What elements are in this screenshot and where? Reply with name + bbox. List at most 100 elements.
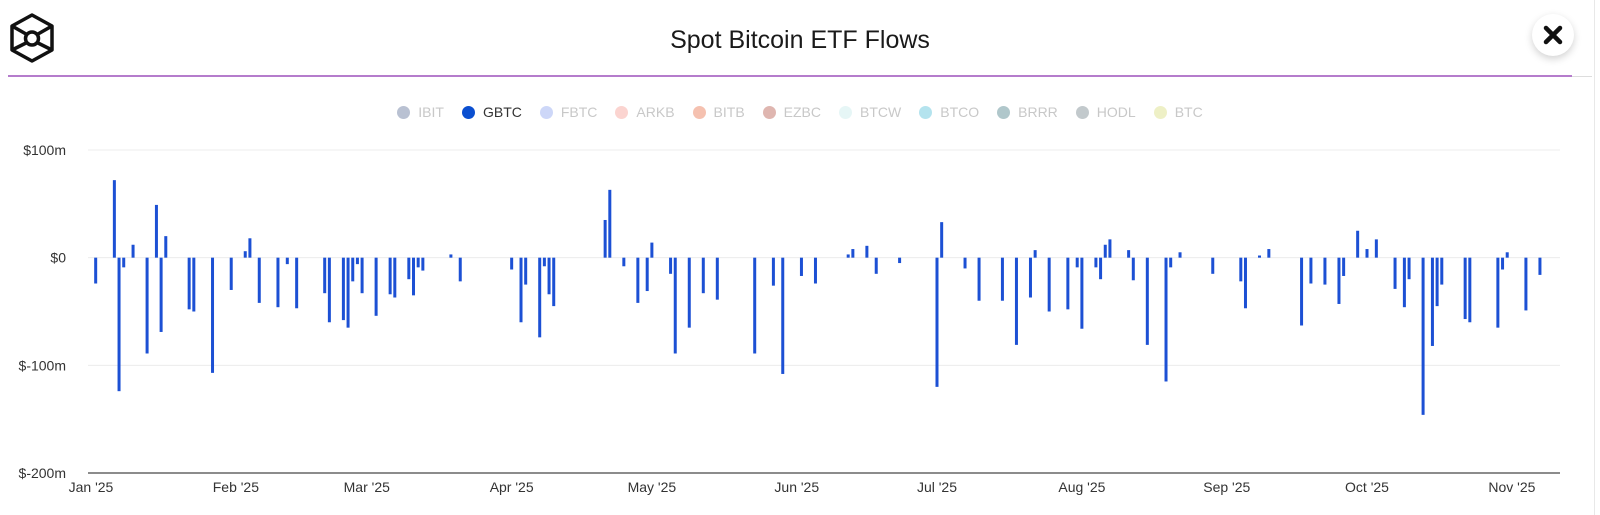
bar-gbtc-2025-08-15[interactable] bbox=[1145, 257, 1149, 345]
bar-gbtc-2025-08-04[interactable] bbox=[1094, 257, 1098, 268]
bar-gbtc-2025-02-20[interactable] bbox=[323, 257, 327, 294]
bar-gbtc-2025-09-26[interactable] bbox=[1342, 257, 1346, 276]
bar-gbtc-2025-05-27[interactable] bbox=[771, 257, 775, 286]
bar-gbtc-2025-09-29[interactable] bbox=[1356, 230, 1360, 258]
bar-gbtc-2025-05-23[interactable] bbox=[753, 257, 757, 354]
bar-gbtc-2025-08-22[interactable] bbox=[1178, 252, 1182, 258]
legend-item-ibit[interactable]: IBIT bbox=[397, 104, 444, 120]
bar-gbtc-2025-07-31[interactable] bbox=[1075, 257, 1079, 268]
bar-gbtc-2025-09-22[interactable] bbox=[1323, 257, 1327, 285]
bar-gbtc-2025-02-12[interactable] bbox=[285, 257, 289, 265]
bar-gbtc-2025-10-09[interactable] bbox=[1402, 257, 1406, 308]
bar-gbtc-2025-02-06[interactable] bbox=[257, 257, 261, 303]
bar-gbtc-2025-10-17[interactable] bbox=[1440, 257, 1444, 285]
bar-gbtc-2025-05-12[interactable] bbox=[701, 257, 705, 294]
bar-gbtc-2025-10-30[interactable] bbox=[1501, 257, 1505, 270]
bar-gbtc-2025-05-06[interactable] bbox=[673, 257, 677, 354]
bar-gbtc-2025-03-07[interactable] bbox=[393, 257, 397, 298]
bar-gbtc-2025-02-14[interactable] bbox=[295, 257, 299, 309]
bar-gbtc-2025-01-22[interactable] bbox=[187, 257, 191, 310]
bar-gbtc-2025-07-22[interactable] bbox=[1033, 250, 1037, 258]
bar-gbtc-2025-06-16[interactable] bbox=[865, 245, 869, 258]
bar-gbtc-2025-06-05[interactable] bbox=[813, 257, 817, 284]
bar-gbtc-2025-11-04[interactable] bbox=[1524, 257, 1528, 311]
close-button[interactable] bbox=[1532, 14, 1574, 56]
bar-gbtc-2025-04-28[interactable] bbox=[636, 257, 640, 303]
bar-gbtc-2025-08-07[interactable] bbox=[1108, 239, 1112, 258]
bar-gbtc-2025-02-10[interactable] bbox=[276, 257, 280, 308]
bar-gbtc-2025-04-07[interactable] bbox=[538, 257, 542, 338]
bar-gbtc-2025-01-10[interactable] bbox=[131, 244, 135, 258]
bar-gbtc-2025-01-31[interactable] bbox=[229, 257, 233, 290]
bar-gbtc-2025-09-08[interactable] bbox=[1258, 255, 1261, 258]
bar-gbtc-2025-01-23[interactable] bbox=[192, 257, 196, 312]
bar-gbtc-2025-07-21[interactable] bbox=[1028, 257, 1032, 298]
bar-gbtc-2025-06-02[interactable] bbox=[799, 257, 803, 276]
bar-gbtc-2025-07-01[interactable] bbox=[935, 257, 939, 387]
bar-gbtc-2025-03-19[interactable] bbox=[449, 254, 453, 258]
bar-gbtc-2025-10-10[interactable] bbox=[1407, 257, 1411, 280]
bar-gbtc-2025-02-27[interactable] bbox=[355, 257, 359, 265]
legend-item-btcw[interactable]: BTCW bbox=[839, 104, 901, 120]
bar-gbtc-2025-09-19[interactable] bbox=[1309, 257, 1313, 284]
bar-gbtc-2025-08-20[interactable] bbox=[1169, 257, 1173, 268]
bar-gbtc-2025-06-18[interactable] bbox=[874, 257, 878, 274]
bar-gbtc-2025-09-17[interactable] bbox=[1300, 257, 1304, 326]
legend-item-gbtc[interactable]: GBTC bbox=[461, 104, 522, 120]
bar-gbtc-2025-05-01[interactable] bbox=[650, 242, 654, 258]
bar-gbtc-2025-10-07[interactable] bbox=[1393, 257, 1397, 289]
legend-item-ezbc[interactable]: EZBC bbox=[762, 104, 821, 120]
legend-item-arkb[interactable]: ARKB bbox=[615, 104, 675, 120]
bar-gbtc-2025-01-13[interactable] bbox=[145, 257, 149, 354]
bar-gbtc-2025-04-09[interactable] bbox=[547, 257, 551, 295]
bar-gbtc-2025-02-28[interactable] bbox=[360, 257, 364, 294]
bar-gbtc-2025-06-12[interactable] bbox=[846, 254, 850, 258]
legend-item-hodl[interactable]: HODL bbox=[1075, 104, 1136, 120]
bar-gbtc-2025-10-01[interactable] bbox=[1365, 249, 1369, 258]
legend-item-btc[interactable]: BTC bbox=[1153, 104, 1203, 120]
bar-gbtc-2025-03-03[interactable] bbox=[374, 257, 378, 316]
bar-gbtc-2025-05-29[interactable] bbox=[781, 257, 785, 374]
bar-gbtc-2025-04-22[interactable] bbox=[608, 189, 612, 258]
bar-gbtc-2025-07-25[interactable] bbox=[1047, 257, 1051, 312]
bar-gbtc-2025-01-02[interactable] bbox=[94, 257, 98, 284]
bar-gbtc-2025-03-21[interactable] bbox=[458, 257, 462, 282]
bar-gbtc-2025-07-07[interactable] bbox=[963, 257, 967, 269]
legend-item-bitb[interactable]: BITB bbox=[692, 104, 745, 120]
bar-gbtc-2025-09-25[interactable] bbox=[1337, 257, 1341, 304]
bar-gbtc-2025-02-26[interactable] bbox=[351, 257, 355, 282]
bar-gbtc-2025-10-22[interactable] bbox=[1463, 257, 1467, 320]
bar-gbtc-2025-04-21[interactable] bbox=[603, 219, 607, 258]
bar-gbtc-2025-02-25[interactable] bbox=[346, 257, 350, 328]
bar-gbtc-2025-01-16[interactable] bbox=[159, 257, 163, 332]
bar-gbtc-2025-04-04[interactable] bbox=[524, 257, 528, 285]
bar-gbtc-2025-08-29[interactable] bbox=[1211, 257, 1215, 274]
bar-gbtc-2025-02-21[interactable] bbox=[327, 257, 331, 323]
bar-gbtc-2025-07-15[interactable] bbox=[1000, 257, 1004, 301]
bar-gbtc-2025-06-23[interactable] bbox=[898, 257, 902, 264]
legend-item-fbtc[interactable]: FBTC bbox=[539, 104, 597, 120]
bar-gbtc-2025-05-15[interactable] bbox=[715, 257, 719, 300]
legend-item-brrr[interactable]: BRRR bbox=[997, 104, 1058, 120]
bar-gbtc-2025-04-30[interactable] bbox=[645, 257, 649, 292]
bar-gbtc-2025-10-15[interactable] bbox=[1430, 257, 1434, 346]
bar-gbtc-2025-01-27[interactable] bbox=[211, 257, 215, 373]
bar-gbtc-2025-09-04[interactable] bbox=[1239, 257, 1243, 282]
bar-gbtc-2025-03-13[interactable] bbox=[421, 257, 425, 271]
bar-gbtc-2025-08-05[interactable] bbox=[1099, 257, 1103, 280]
bar-gbtc-2025-02-24[interactable] bbox=[341, 257, 345, 321]
bar-gbtc-2025-01-15[interactable] bbox=[154, 204, 158, 258]
bar-gbtc-2025-03-06[interactable] bbox=[388, 257, 392, 295]
bar-gbtc-2025-10-03[interactable] bbox=[1374, 239, 1378, 258]
bar-gbtc-2025-07-10[interactable] bbox=[977, 257, 981, 301]
bar-gbtc-2025-02-04[interactable] bbox=[248, 238, 252, 258]
bar-gbtc-2025-01-07[interactable] bbox=[117, 257, 121, 392]
bar-gbtc-2025-06-13[interactable] bbox=[851, 249, 855, 258]
bar-gbtc-2025-04-03[interactable] bbox=[519, 257, 523, 323]
bar-gbtc-2025-10-23[interactable] bbox=[1468, 257, 1472, 323]
bar-gbtc-2025-07-18[interactable] bbox=[1014, 257, 1018, 345]
bar-gbtc-2025-08-01[interactable] bbox=[1080, 257, 1084, 329]
bar-gbtc-2025-10-31[interactable] bbox=[1505, 252, 1509, 258]
bar-gbtc-2025-10-29[interactable] bbox=[1496, 257, 1500, 328]
bar-gbtc-2025-10-13[interactable] bbox=[1421, 257, 1425, 415]
